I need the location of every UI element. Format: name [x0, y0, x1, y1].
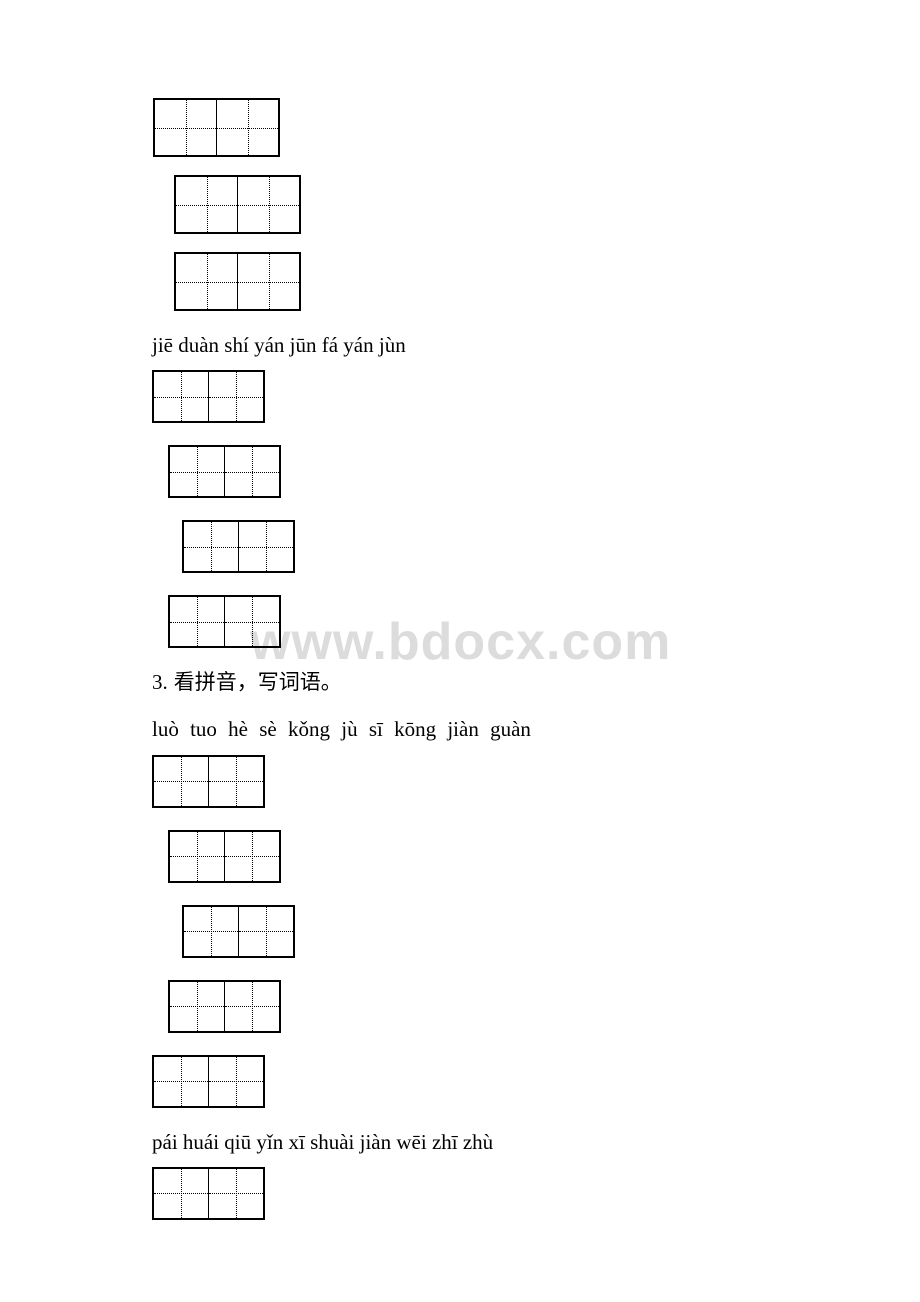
writing-grid-cell	[154, 372, 208, 421]
writing-grid-box	[182, 520, 295, 573]
pinyin-line: jiē duàn shí yán jūn fá yán jùn	[152, 333, 920, 358]
writing-grid-cell	[216, 100, 278, 155]
writing-grid-box	[174, 252, 301, 311]
grid-box-wrap	[182, 520, 920, 573]
writing-grid-cell	[170, 597, 224, 646]
writing-grid-cell	[170, 982, 224, 1031]
writing-grid-box	[182, 905, 295, 958]
writing-grid-cell	[184, 907, 238, 956]
writing-grid-box	[152, 370, 265, 423]
writing-grid-cell	[224, 447, 279, 496]
question-line: 3.看拼音，写词语。	[152, 670, 920, 695]
grid-box-wrap	[182, 905, 920, 958]
writing-grid-cell	[170, 447, 224, 496]
writing-grid-cell	[238, 522, 293, 571]
grid-box-wrap	[152, 1167, 920, 1220]
writing-grid-box	[152, 1167, 265, 1220]
writing-grid-cell	[224, 832, 279, 881]
grid-box-wrap	[152, 755, 920, 808]
writing-grid-cell	[170, 832, 224, 881]
writing-grid-box	[174, 175, 301, 234]
grid-box-wrap	[174, 175, 920, 234]
pinyin-line: luò tuo hè sè kǒng jù sī kōng jiàn guàn	[152, 717, 920, 742]
grid-box-wrap	[153, 98, 920, 157]
writing-grid-cell	[224, 982, 279, 1031]
grid-box-wrap	[174, 252, 920, 311]
writing-grid-box	[168, 445, 281, 498]
writing-grid-cell	[154, 1169, 208, 1218]
writing-grid-cell	[208, 1169, 263, 1218]
writing-grid-box	[152, 755, 265, 808]
writing-grid-box	[153, 98, 280, 157]
writing-grid-cell	[237, 177, 299, 232]
writing-grid-cell	[184, 522, 238, 571]
writing-grid-cell	[176, 254, 237, 309]
grid-box-wrap	[168, 595, 920, 648]
writing-grid-cell	[238, 907, 293, 956]
writing-grid-cell	[208, 372, 263, 421]
writing-grid-cell	[154, 757, 208, 806]
writing-grid-cell	[154, 1057, 208, 1106]
grid-box-wrap	[168, 830, 920, 883]
writing-grid-cell	[176, 177, 237, 232]
writing-grid-box	[168, 830, 281, 883]
question-text: 看拼音，写词语。	[174, 670, 342, 694]
pinyin-line: pái huái qiū yǐn xī shuài jiàn wēi zhī z…	[152, 1130, 920, 1155]
writing-grid-cell	[208, 1057, 263, 1106]
grid-box-wrap	[152, 370, 920, 423]
writing-grid-box	[152, 1055, 265, 1108]
page: www.bdocx.com jiē duàn shí yán jūn fá yá…	[0, 0, 920, 1302]
document-content: jiē duàn shí yán jūn fá yán jùn 3.看拼音，写词语…	[0, 0, 920, 1220]
writing-grid-cell	[237, 254, 299, 309]
question-number: 3.	[152, 670, 168, 694]
writing-grid-cell	[155, 100, 216, 155]
writing-grid-cell	[208, 757, 263, 806]
grid-box-wrap	[168, 445, 920, 498]
writing-grid-cell	[224, 597, 279, 646]
writing-grid-box	[168, 595, 281, 648]
grid-box-wrap	[168, 980, 920, 1033]
grid-box-wrap	[152, 1055, 920, 1108]
writing-grid-box	[168, 980, 281, 1033]
